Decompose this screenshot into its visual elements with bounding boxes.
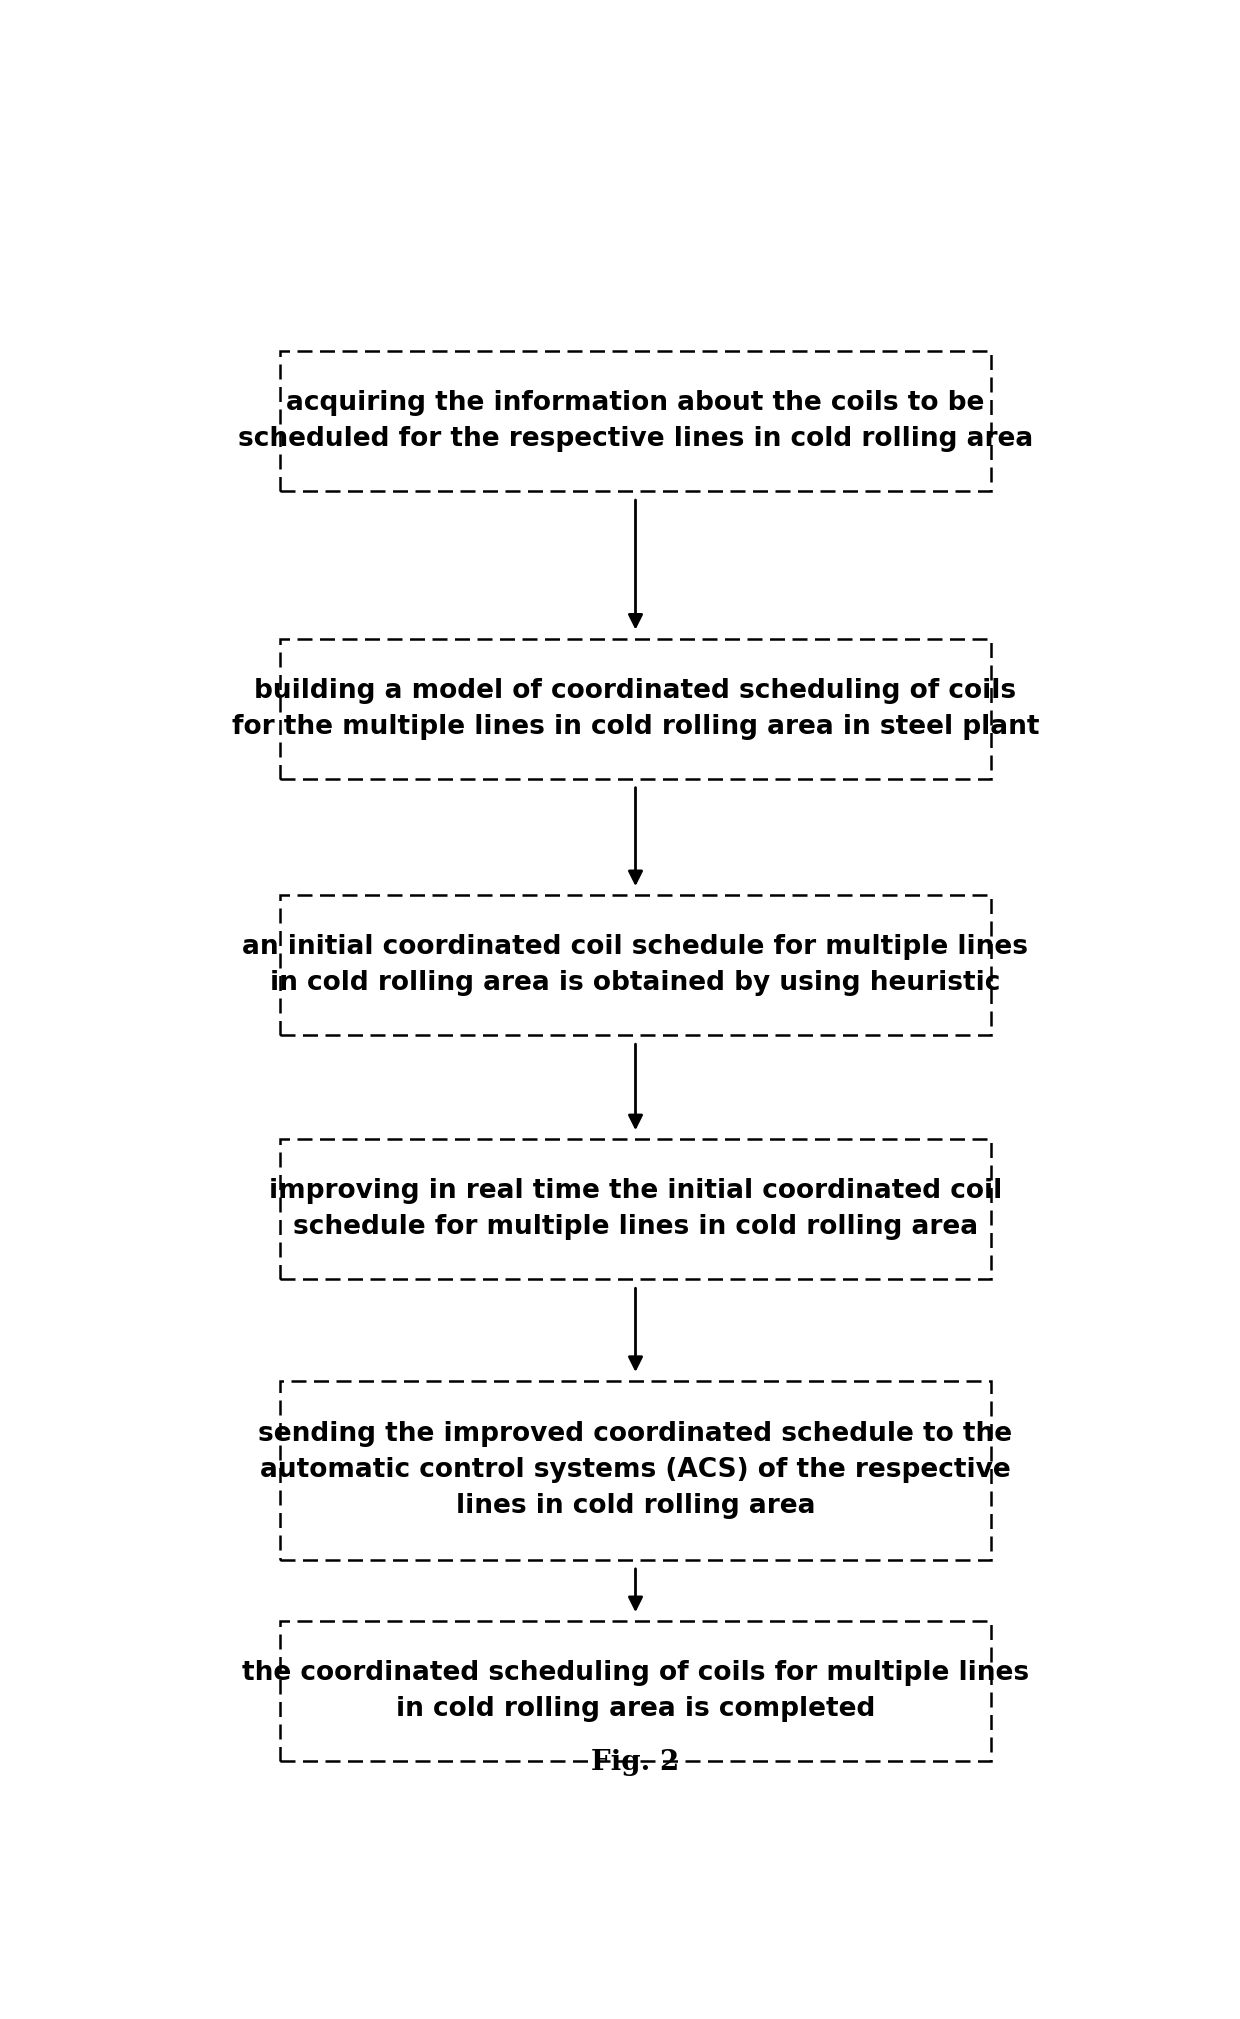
Text: the coordinated scheduling of coils for multiple lines
in cold rolling area is c: the coordinated scheduling of coils for … [242,1660,1029,1722]
Text: an initial coordinated coil schedule for multiple lines
in cold rolling area is : an initial coordinated coil schedule for… [243,935,1028,995]
Text: building a model of coordinated scheduling of coils
for the multiple lines in co: building a model of coordinated scheduli… [232,678,1039,739]
Text: Fig. 2: Fig. 2 [591,1748,680,1777]
Bar [280,1621,991,1761]
Bar [280,351,991,491]
Text: acquiring the information about the coils to be
scheduled for the respective lin: acquiring the information about the coil… [238,390,1033,452]
Bar [280,1381,991,1561]
Bar [280,894,991,1036]
Text: improving in real time the initial coordinated coil
schedule for multiple lines : improving in real time the initial coord… [269,1179,1002,1240]
Bar [280,638,991,779]
Bar [280,894,991,1036]
Bar [280,1139,991,1280]
Text: sending the improved coordinated schedule to the
automatic control systems (ACS): sending the improved coordinated schedul… [258,1421,1013,1520]
Bar [280,1381,991,1561]
Bar [280,1139,991,1280]
Bar [280,638,991,779]
Bar [280,1621,991,1761]
Bar [280,351,991,491]
